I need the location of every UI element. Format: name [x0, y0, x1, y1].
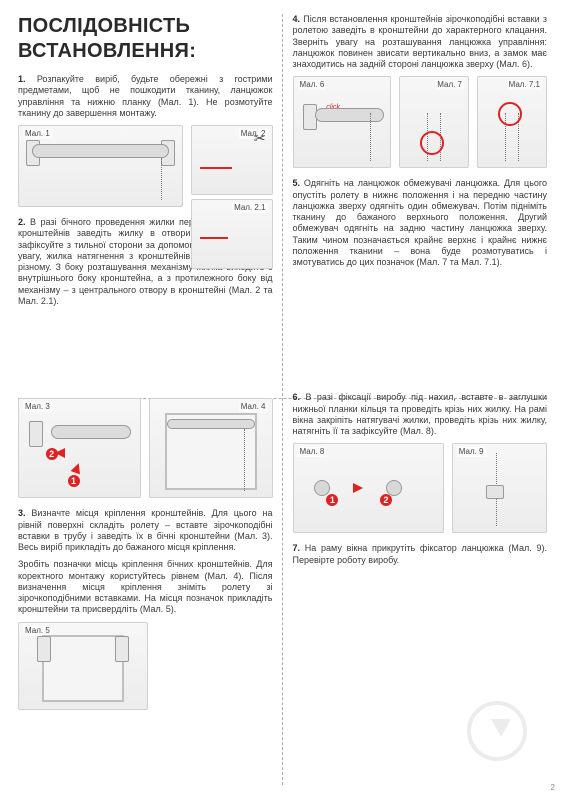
step-4-text: Після встановлення кронштейнів зірочкопо… — [293, 14, 548, 69]
step-1-text: Розпакуйте виріб, будьте обережні з гост… — [18, 74, 273, 118]
scissors-icon: ✂ — [254, 130, 266, 148]
arrow-icon — [55, 448, 65, 458]
roller-icon — [167, 419, 254, 429]
redline-icon — [200, 237, 228, 239]
arrow-icon — [353, 483, 363, 493]
frame-icon — [42, 635, 124, 702]
figure-21-label: Мал. 2.1 — [232, 203, 267, 213]
figure-2: Мал. 2 ✂ — [191, 125, 273, 195]
roller-icon — [32, 144, 169, 158]
figure-4-label: Мал. 4 — [239, 402, 268, 412]
figure-9: Мал. 9 — [452, 443, 547, 533]
page-title: ПОСЛІДОВНІСТЬ ВСТАНОВЛЕННЯ: — [18, 14, 273, 64]
figure-4: Мал. 4 — [149, 398, 272, 498]
fig-row-5: Мал. 5 — [18, 622, 273, 710]
figure-5: Мал. 5 — [18, 622, 148, 710]
figure-3-label: Мал. 3 — [23, 402, 52, 412]
step-6-text: В разі фіксації виробу під нахил, вставт… — [293, 392, 548, 436]
step-3a-text: Визначте місця кріплення кронштейнів. Дл… — [18, 508, 273, 552]
step-6: 6. В разі фіксації виробу під нахил, вст… — [293, 392, 548, 437]
red-number-1: 1 — [68, 475, 80, 487]
figure-7-1: Мал. 7.1 — [477, 76, 547, 168]
step-3b: Зробіть позначки місць кріплення бічних … — [18, 559, 273, 615]
redline-icon — [200, 167, 232, 169]
fixture-icon — [386, 480, 402, 496]
chain-icon — [244, 429, 245, 492]
step-7-text: На раму вікна прикрутіть фіксатор ланцюж… — [293, 543, 548, 564]
figure-6-label: Мал. 6 — [298, 80, 327, 90]
figure-8: Мал. 8 1 2 — [293, 443, 444, 533]
figure-1: Мал. 1 — [18, 125, 183, 207]
fig-row-1: Мал. 1 Мал. 2 ✂ Мал. 2.1 — [18, 125, 273, 207]
figure-7: Мал. 7 — [399, 76, 469, 168]
quadrant-top-right: 4. Після встановлення кронштейнів зірочк… — [293, 14, 548, 382]
bracket-icon — [29, 421, 43, 447]
quadrant-bottom-right: 6. В разі фіксації виробу під нахил, вст… — [293, 392, 548, 789]
step-3b-text: Зробіть позначки місць кріплення бічних … — [18, 559, 273, 614]
chain-icon — [370, 113, 371, 161]
page-number: 2 — [551, 783, 555, 793]
quadrant-bottom-left: Мал. 3 1 2 Мал. 4 3. Визначте місця кріп… — [18, 392, 273, 789]
figure-7-label: Мал. 7 — [435, 80, 464, 90]
step-5: 5. Одягніть на ланцюжок обмежувачі ланцю… — [293, 178, 548, 268]
fig-row-34: Мал. 3 1 2 Мал. 4 — [18, 398, 273, 498]
fig-row-top-right: Мал. 6 click Мал. 7 Мал. 7.1 — [293, 76, 548, 168]
vertical-divider — [282, 14, 283, 785]
bracket-icon — [37, 636, 51, 662]
figure-9-label: Мал. 9 — [457, 447, 486, 457]
red-number-1: 1 — [326, 494, 338, 506]
page-grid: ПОСЛІДОВНІСТЬ ВСТАНОВЛЕННЯ: 1. Розпакуйт… — [0, 0, 565, 799]
figure-8-label: Мал. 8 — [298, 447, 327, 457]
chain-icon — [161, 158, 162, 200]
quadrant-top-left: ПОСЛІДОВНІСТЬ ВСТАНОВЛЕННЯ: 1. Розпакуйт… — [18, 14, 273, 382]
figure-3: Мал. 3 1 2 — [18, 398, 141, 498]
figure-1-label: Мал. 1 — [23, 129, 52, 139]
figure-2-1: Мал. 2.1 — [191, 199, 273, 269]
figure-71-label: Мал. 7.1 — [507, 80, 542, 90]
arrow-icon — [71, 462, 84, 475]
step-4: 4. Після встановлення кронштейнів зірочк… — [293, 14, 548, 70]
fig-row-89: Мал. 8 1 2 Мал. 9 — [293, 443, 548, 533]
fixture-icon — [314, 480, 330, 496]
roller-icon — [315, 108, 385, 122]
bracket-icon — [115, 636, 129, 662]
step-7: 7. На раму вікна прикрутіть фіксатор лан… — [293, 543, 548, 566]
roller-icon — [51, 425, 131, 439]
step-3a: 3. Визначте місця кріплення кронштейнів.… — [18, 508, 273, 553]
step-5-text: Одягніть на ланцюжок обмежувачі ланцюжка… — [293, 178, 548, 267]
step-1: 1. Розпакуйте виріб, будьте обережні з г… — [18, 74, 273, 119]
clip-icon — [486, 485, 504, 499]
figure-6: Мал. 6 click — [293, 76, 392, 168]
watermark-icon — [467, 701, 527, 761]
